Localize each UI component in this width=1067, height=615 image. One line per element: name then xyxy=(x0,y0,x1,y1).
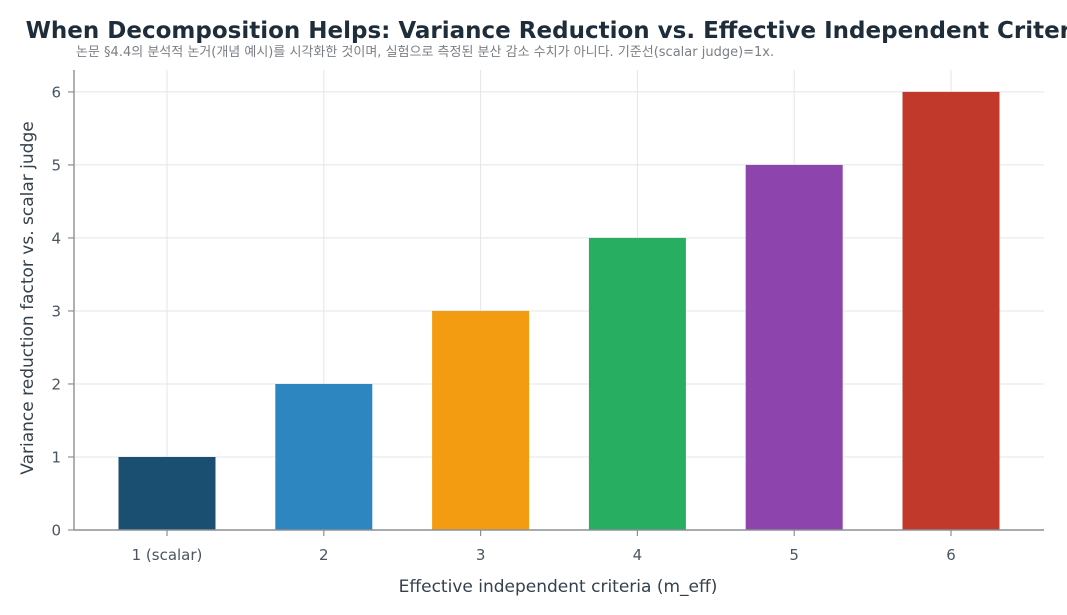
bar-3 xyxy=(432,310,530,530)
axes-layer xyxy=(73,70,1044,531)
x-tick-label: 4 xyxy=(633,546,643,564)
x-tick-label: 1 (scalar) xyxy=(132,546,203,564)
bar-6 xyxy=(902,91,1000,531)
y-tick-label: 0 xyxy=(51,522,61,540)
grid-layer xyxy=(74,70,1044,531)
bars-layer xyxy=(118,91,1000,531)
chart-title: When Decomposition Helps: Variance Reduc… xyxy=(26,18,1067,44)
y-tick-label: 6 xyxy=(51,83,61,101)
y-tick-label: 2 xyxy=(51,375,61,393)
x-tick-label: 2 xyxy=(319,546,329,564)
y-tick-label: 1 xyxy=(51,448,61,466)
bar-1 xyxy=(118,456,216,530)
y-tick-label: 4 xyxy=(51,229,61,247)
y-axis-label: Variance reduction factor vs. scalar jud… xyxy=(18,121,38,474)
x-axis-label: Effective independent criteria (m_eff) xyxy=(399,577,718,597)
bar-4 xyxy=(588,237,686,530)
x-tick-label: 6 xyxy=(946,546,956,564)
x-ticks: 1 (scalar) 2 3 4 5 6 xyxy=(132,530,956,564)
y-ticks: 0 1 2 3 4 5 6 xyxy=(51,83,74,540)
bar-5 xyxy=(745,164,843,530)
y-tick-label: 3 xyxy=(51,302,61,320)
x-tick-label: 5 xyxy=(789,546,799,564)
chart-subtitle: 논문 §4.4의 분석적 논거(개념 예시)를 시각화한 것이며, 실험으로 측… xyxy=(76,45,774,60)
x-tick-label: 3 xyxy=(476,546,486,564)
bar-2 xyxy=(275,383,373,530)
y-tick-label: 5 xyxy=(51,156,61,174)
